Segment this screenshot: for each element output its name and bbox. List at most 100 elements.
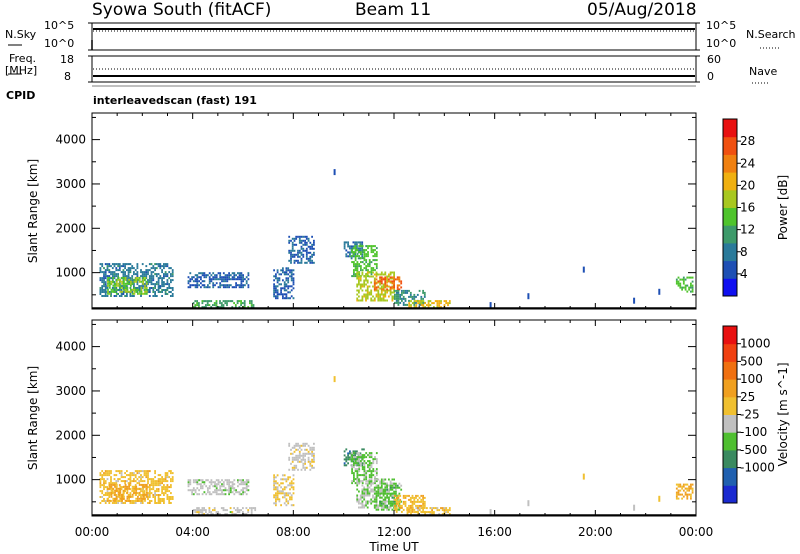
velocity-cell — [191, 489, 193, 492]
power-cell — [115, 287, 118, 289]
velocity-cell — [398, 502, 401, 505]
power-cell — [228, 286, 230, 289]
power-cell — [147, 273, 149, 276]
velocity-cell — [217, 493, 220, 496]
velocity-cell — [114, 485, 116, 488]
velocity-cell — [231, 511, 234, 514]
power-cell — [136, 275, 139, 278]
power-cell — [118, 289, 121, 291]
velocity-cell — [113, 478, 116, 481]
velocity-cell — [229, 511, 232, 514]
power-cell — [287, 277, 290, 280]
velocity-cell — [206, 513, 209, 516]
velocity-cell — [155, 490, 158, 493]
velocity-cell — [359, 496, 362, 499]
power-cell — [166, 283, 169, 286]
velocity-cell — [367, 466, 369, 469]
velocity-cell — [133, 474, 135, 477]
power-cell — [365, 283, 367, 286]
velocity-cell — [311, 448, 313, 451]
velocity-cell — [356, 488, 359, 491]
power-cell — [114, 282, 116, 285]
velocity-cell — [415, 511, 418, 514]
velocity-cell — [159, 494, 162, 496]
velocity-cell — [135, 493, 138, 496]
velocity-colorbar-label: Velocity [m s^-1] — [776, 362, 790, 466]
power-cell — [427, 306, 430, 309]
power-cell — [351, 251, 353, 254]
velocity-cell — [420, 511, 423, 514]
velocity-cell — [386, 486, 388, 489]
velocity-cell — [163, 480, 165, 483]
velocity-cell — [388, 508, 390, 511]
power-cell — [675, 282, 678, 285]
power-cell — [141, 273, 144, 276]
power-cell — [103, 281, 105, 284]
power-cell — [352, 241, 355, 244]
velocity-cell — [142, 487, 145, 490]
velocity-cell — [147, 480, 149, 483]
velocity-cell — [208, 481, 211, 484]
velocity-cell — [208, 511, 211, 514]
velocity-cell — [219, 513, 221, 516]
velocity-cell — [273, 494, 275, 497]
power-cell — [166, 273, 169, 276]
velocity-cell — [361, 468, 364, 471]
velocity-cell — [128, 497, 130, 500]
velocity-cell — [166, 488, 169, 491]
velocity-cell — [345, 456, 348, 459]
velocity-cell — [391, 484, 394, 487]
velocity-cell — [163, 478, 165, 481]
power-cell — [273, 293, 275, 296]
velocity-cell — [675, 491, 678, 494]
velocity-cell — [377, 494, 380, 497]
power-cell — [278, 283, 281, 286]
power-cell — [157, 289, 160, 291]
power-cell — [363, 281, 366, 284]
power-cell — [394, 289, 396, 292]
power-cell — [382, 293, 385, 296]
power-cell — [119, 284, 122, 287]
velocity-cell — [117, 499, 120, 502]
velocity-cell — [431, 507, 433, 510]
velocity-cell — [112, 483, 115, 486]
velocity-cell — [107, 487, 109, 490]
power-cell — [118, 265, 121, 268]
velocity-cell — [135, 485, 138, 488]
power-cell — [358, 273, 361, 276]
power-cell — [168, 285, 171, 288]
nsky-tick-bottom: 10^0 — [44, 37, 75, 50]
velocity-cell — [682, 495, 685, 498]
power-cell — [424, 302, 426, 305]
velocity-cell — [366, 502, 369, 505]
power-cell — [366, 273, 369, 276]
power-cell — [138, 289, 141, 291]
velocity-cell — [161, 492, 163, 495]
velocity-cell — [242, 489, 244, 492]
power-cell — [356, 261, 359, 264]
velocity-cell — [133, 502, 135, 504]
power-sparse-point — [489, 302, 492, 309]
velocity-cell — [152, 494, 155, 496]
velocity-cell — [293, 444, 296, 447]
velocity-cell — [675, 483, 678, 486]
power-cell — [104, 285, 107, 288]
power-cell — [298, 261, 301, 264]
power-cell — [361, 253, 364, 256]
power-cell — [404, 299, 407, 302]
power-cell — [413, 300, 416, 303]
power-cell — [201, 274, 204, 277]
velocity-cell — [245, 481, 248, 484]
power-cell — [363, 255, 366, 258]
power-cell — [198, 304, 200, 307]
velocity-cell — [366, 494, 369, 497]
velocity-cell — [117, 470, 119, 473]
power-cell — [122, 287, 125, 289]
velocity-cell — [280, 482, 282, 485]
velocity-cell — [394, 508, 396, 511]
power-cell — [420, 304, 423, 307]
velocity-cell — [273, 496, 275, 499]
power-cell — [103, 285, 105, 288]
power-cell — [220, 304, 223, 307]
velocity-cell — [688, 485, 690, 488]
